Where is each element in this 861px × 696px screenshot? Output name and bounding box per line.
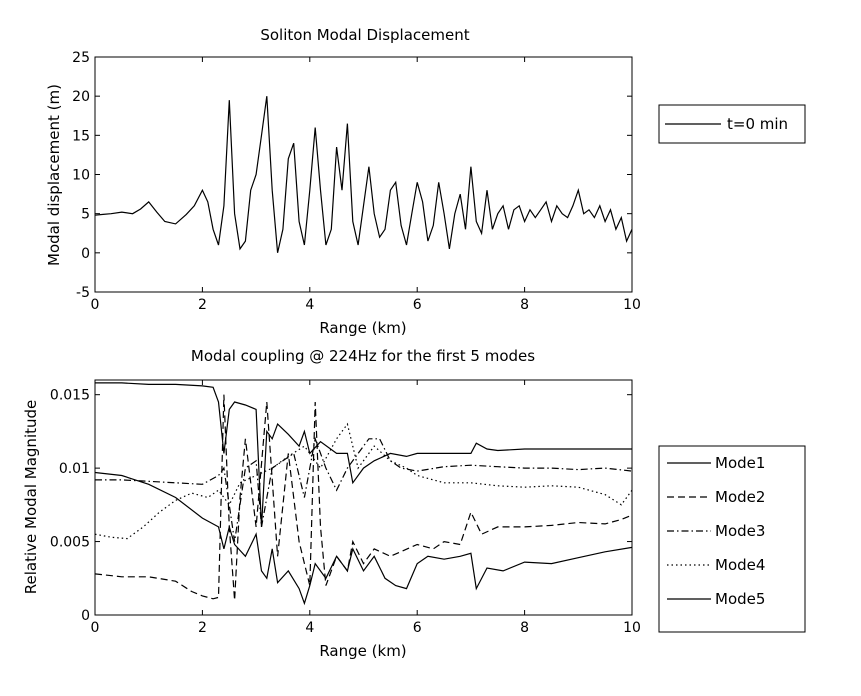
x-tick-label: 6 — [413, 297, 422, 313]
x-tick-label: 10 — [623, 620, 641, 636]
y-tick-label: 0.015 — [50, 388, 90, 404]
chart-title: Soliton Modal Displacement — [260, 26, 469, 44]
y-tick-label: 5 — [81, 207, 90, 223]
chart-title: Modal coupling @ 224Hz for the first 5 m… — [191, 347, 535, 365]
series-line-mode4 — [94, 422, 633, 540]
y-tick-label: 0 — [81, 246, 90, 262]
series-line-mode3 — [95, 436, 633, 542]
x-tick-label: 8 — [520, 297, 529, 313]
x-tick-label: 10 — [623, 297, 641, 313]
y-tick-label: 25 — [72, 50, 90, 66]
y-axis-label: Modal displacement (m) — [45, 84, 63, 266]
y-tick-label: 20 — [72, 89, 90, 105]
x-tick-label: 4 — [305, 620, 314, 636]
series-line-mode5 — [95, 382, 632, 527]
legend-box — [658, 445, 806, 633]
x-tick-label: 2 — [198, 297, 207, 313]
legend-label: Mode3 — [715, 522, 765, 540]
plot-area — [94, 379, 633, 616]
y-axis-label: Relative Modal Magnitude — [22, 400, 40, 595]
y-tick-label: 0 — [81, 608, 90, 624]
chart-2: Modal coupling @ 224Hz for the first 5 m… — [22, 347, 806, 660]
series-line-mode1 — [94, 471, 633, 606]
x-tick-label: 2 — [198, 620, 207, 636]
series-line-mode2 — [94, 394, 633, 601]
y-tick-label: 15 — [72, 128, 90, 144]
legend-label: t=0 min — [727, 115, 788, 133]
y-tick-label: -5 — [76, 285, 90, 301]
legend-label: Mode1 — [715, 454, 765, 472]
x-tick-label: 0 — [91, 297, 100, 313]
y-tick-label: 0.01 — [59, 461, 90, 477]
series-line-t-0-min — [94, 96, 633, 253]
x-axis-label: Range (km) — [319, 319, 406, 337]
x-tick-label: 8 — [520, 620, 529, 636]
legend-label: Mode5 — [715, 590, 765, 608]
x-tick-label: 4 — [305, 297, 314, 313]
plot-area — [94, 56, 633, 293]
y-tick-label: 0.005 — [50, 535, 90, 551]
legend-label: Mode4 — [715, 556, 765, 574]
x-tick-label: 6 — [413, 620, 422, 636]
x-tick-label: 0 — [91, 620, 100, 636]
legend-label: Mode2 — [715, 488, 765, 506]
y-tick-label: 10 — [72, 168, 90, 184]
x-axis-label: Range (km) — [319, 642, 406, 660]
legend: Mode1 Mode2 Mode3 Mode4 Mode5 — [658, 445, 806, 633]
legend: t=0 min — [658, 104, 806, 144]
